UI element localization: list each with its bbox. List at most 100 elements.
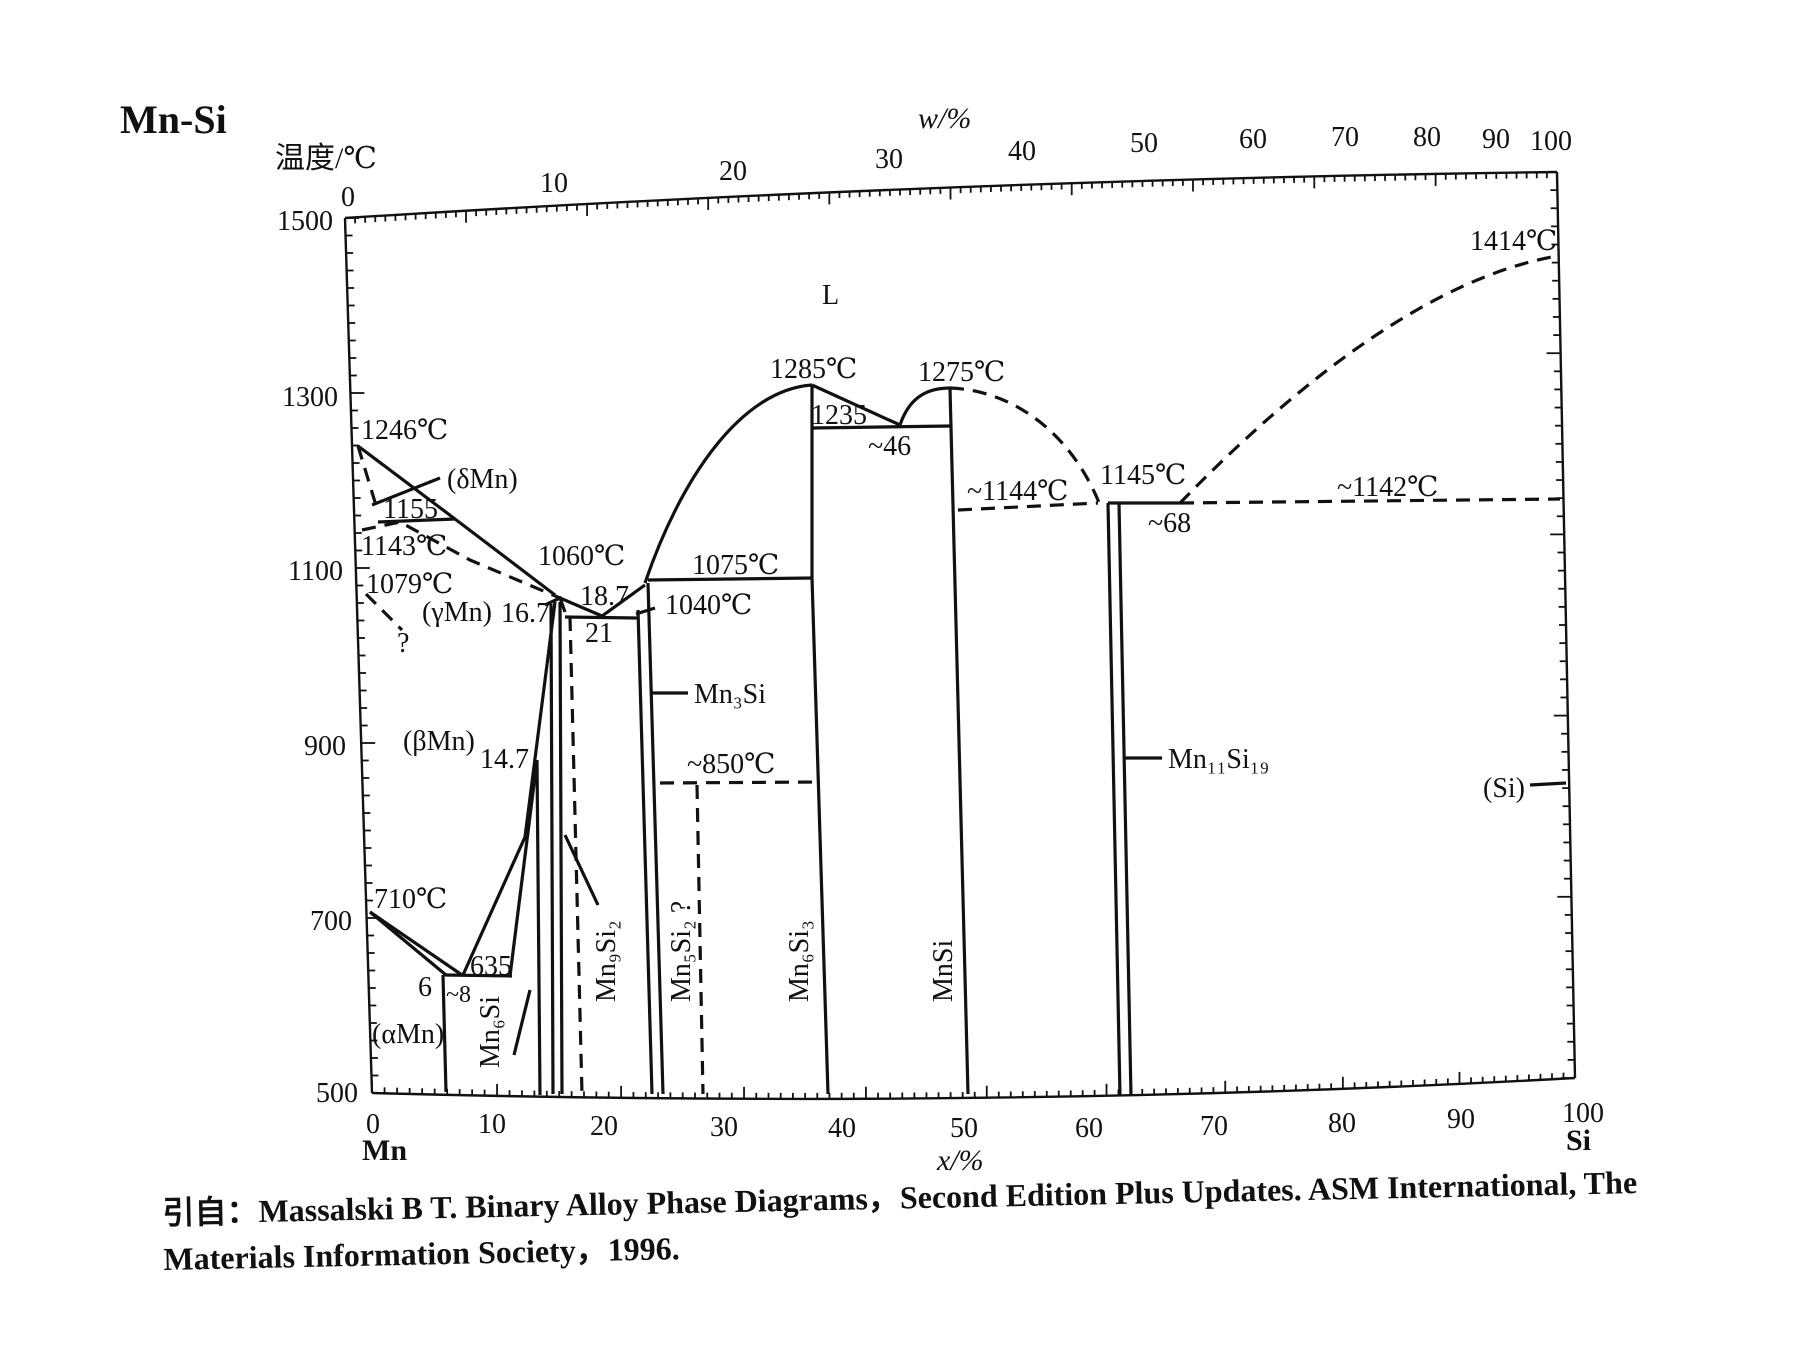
label-1246: 1246℃ <box>361 415 448 446</box>
label-6: 6 <box>418 972 432 1003</box>
liquidus-1285-1235 <box>811 383 901 427</box>
x-tick-60: 60 <box>1075 1113 1103 1144</box>
w-tick-60: 60 <box>1239 124 1267 155</box>
mn6si3-line-b <box>810 577 830 1095</box>
w-tick-90: 90 <box>1482 124 1510 155</box>
label-21: 21 <box>585 618 613 649</box>
x-tick-50: 50 <box>950 1113 978 1144</box>
label-liquid: L <box>822 280 839 311</box>
label-1143: 1143℃ <box>361 531 447 562</box>
mn5si2-dash <box>695 784 705 1095</box>
isotherm-1235 <box>811 424 951 430</box>
label-1145: 1145℃ <box>1100 460 1186 491</box>
w-tick-50: 50 <box>1130 128 1158 159</box>
top-axis-label: w/% <box>918 102 971 135</box>
mn9si2-arrow <box>563 834 600 906</box>
alpha-boundary-a <box>369 910 463 977</box>
mn3si-line-b <box>646 582 665 1095</box>
alpha-boundary-b <box>368 910 448 977</box>
x-tick-90: 90 <box>1447 1104 1475 1135</box>
label-1075: 1075℃ <box>692 550 779 581</box>
w-tick-70: 70 <box>1331 122 1359 153</box>
label-1155: 1155 <box>383 494 438 525</box>
label-1079: 1079℃ <box>366 569 453 600</box>
isotherm-850 <box>659 780 819 785</box>
label-betaMn: (βMn) <box>403 726 475 757</box>
mn3si-line-a <box>636 609 654 1095</box>
w-tick-30: 30 <box>875 144 903 175</box>
w-tick-40: 40 <box>1008 136 1036 167</box>
label-850: ~850℃ <box>687 749 775 780</box>
beta-boundary-right <box>508 759 539 977</box>
label-deltaMn: (δMn) <box>447 464 518 495</box>
label-14-7: 14.7 <box>480 744 529 775</box>
y-axis-label: 温度/℃ <box>275 142 377 175</box>
label-gammaMn: (γMn) <box>422 597 492 628</box>
label-1144: ~1144℃ <box>967 476 1068 507</box>
left-ticks <box>345 217 386 1094</box>
y-tick-1100: 1100 <box>288 556 343 587</box>
label-1275: 1275℃ <box>918 357 1005 388</box>
isotherm-635 <box>444 973 513 978</box>
beta-solvus <box>535 759 542 1096</box>
liquidus-18-21 <box>559 583 646 618</box>
deltaMn-arrow <box>371 476 441 507</box>
label-710: 710℃ <box>374 884 447 915</box>
y-tick-900: 900 <box>304 731 346 762</box>
liquidus-mn6si3 <box>643 383 813 584</box>
label-1414: 1414℃ <box>1470 226 1557 257</box>
isotherm-1075 <box>647 576 813 582</box>
right-ticks <box>1543 171 1575 1079</box>
y-tick-500: 500 <box>316 1078 358 1109</box>
label-mn6si3: Mn₆Si₃ <box>784 920 815 1002</box>
w-tick-100: 100 <box>1530 126 1572 157</box>
diagram-title: Mn-Si <box>120 97 227 142</box>
label-1060: 1060℃ <box>538 541 625 572</box>
w-tick-10: 10 <box>540 168 568 199</box>
isotherm-1040 <box>635 606 656 616</box>
mn6si-arrow <box>512 989 532 1056</box>
label-635: 635 <box>470 951 512 982</box>
w-tick-0: 0 <box>341 182 355 213</box>
si-arrow <box>1529 781 1567 787</box>
delta-solidus-dashed <box>356 445 380 513</box>
label-1235: 1235 <box>811 400 867 431</box>
y-tick-1500: 1500 <box>277 206 333 237</box>
isotherm-1142 <box>1179 497 1561 505</box>
gamma-beta-1079 <box>364 592 404 632</box>
bottom-ticks <box>371 1066 1576 1099</box>
label-alphaMn: (αMn) <box>372 1019 444 1050</box>
label-16-7: 16.7 <box>501 598 550 629</box>
mn6si-left <box>441 974 448 1093</box>
label-mn11si19: Mn₁₁Si₁₉ <box>1168 744 1269 775</box>
liquidus-si <box>1178 254 1558 505</box>
x-tick-70: 70 <box>1200 1111 1228 1142</box>
mn11si19-line-a <box>1106 502 1122 1097</box>
mn9si2-line-a <box>549 603 555 1095</box>
x-tick-20: 20 <box>590 1111 618 1142</box>
label-46: ~46 <box>868 431 911 462</box>
liquidus-mnsi-right <box>949 386 1102 506</box>
label-mn9si2: Mn₉Si₂ <box>591 920 622 1002</box>
label-18-7: 18.7 <box>580 581 629 612</box>
label-mnsi: MnSi <box>928 940 959 1002</box>
y-tick-1300: 1300 <box>282 382 338 413</box>
mn11si19-line-b <box>1117 502 1133 1097</box>
bottom-axis-label: x/% <box>936 1144 984 1177</box>
x-tick-0: 0 <box>366 1109 380 1140</box>
liquidus-mnsi-left <box>898 386 951 426</box>
label-1040: 1040℃ <box>665 590 752 621</box>
label-68: ~68 <box>1148 508 1191 539</box>
x-tick-40: 40 <box>828 1113 856 1144</box>
label-8: ~8 <box>446 982 471 1008</box>
w-tick-80: 80 <box>1413 122 1441 153</box>
beta-boundary-left <box>461 601 557 976</box>
x-tick-10: 10 <box>478 1109 506 1140</box>
label-mn5si2: Mn₅Si₂ ? <box>666 901 697 1002</box>
isotherm-1144 <box>957 501 1099 512</box>
delta-gamma-boundary <box>361 520 561 600</box>
peritectic-1155 <box>377 517 456 524</box>
y-tick-700: 700 <box>310 906 352 937</box>
